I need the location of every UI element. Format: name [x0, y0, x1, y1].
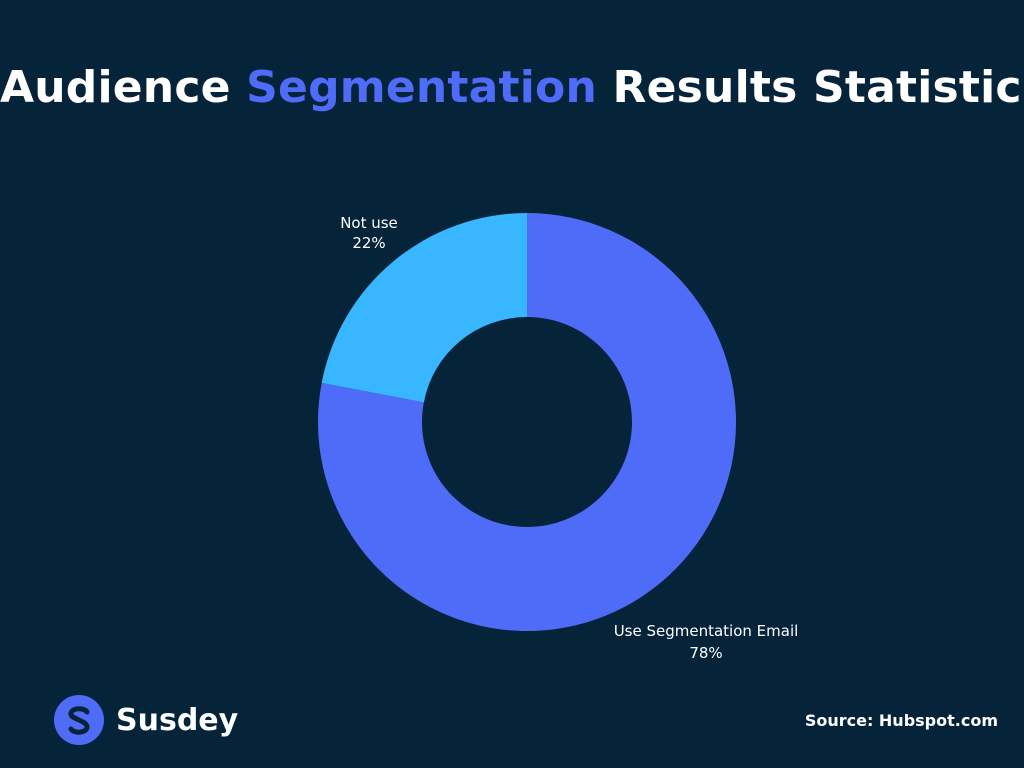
- slices-group: [318, 213, 736, 631]
- title-accent: Segmentation: [246, 62, 598, 113]
- title-part-2: Results Statistics: [597, 62, 1024, 113]
- slice-label-not-use: Not use: [340, 214, 398, 232]
- source-credit: Source: Hubspot.com: [804, 711, 998, 730]
- brand-logo: Susdey: [54, 695, 238, 745]
- page-title: Audience Segmentation Results Statistics: [0, 62, 1024, 113]
- slice-not-use: [321, 213, 527, 403]
- brand-name: Susdey: [116, 702, 239, 738]
- slice-use-segmentation-email: [318, 213, 736, 631]
- title-part-1: Audience: [0, 62, 247, 113]
- slice-label-use-segmentation: Use Segmentation Email: [614, 622, 799, 640]
- slice-value-use-segmentation: 78%: [689, 644, 722, 662]
- s-logo-icon: [54, 695, 104, 745]
- slice-value-not-use: 22%: [352, 234, 385, 252]
